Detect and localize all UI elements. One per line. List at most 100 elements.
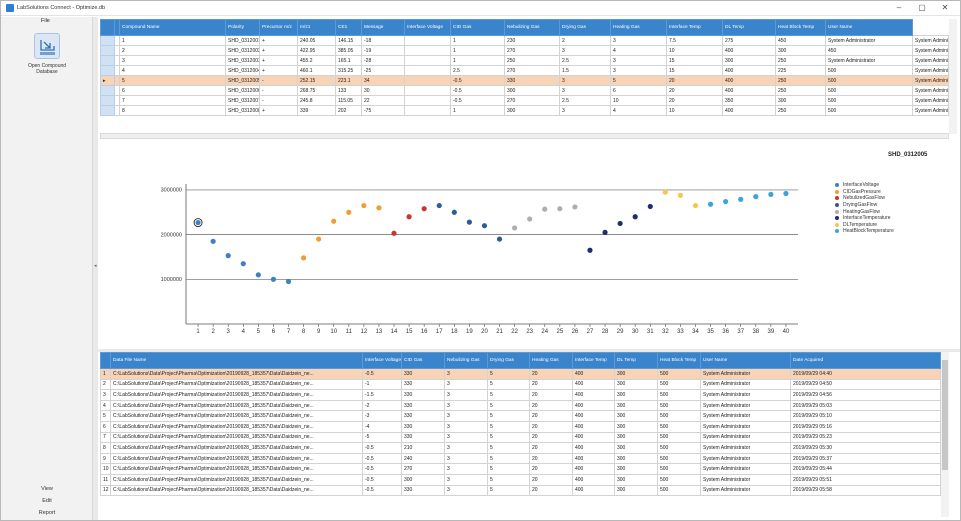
table-cell[interactable]: 330 (401, 420, 445, 433)
data-point[interactable] (481, 223, 488, 229)
table-cell[interactable]: 339 (297, 105, 336, 116)
table-cell[interactable]: -0.5 (362, 473, 402, 486)
horizontal-splitter[interactable] (98, 349, 960, 352)
table-row[interactable]: 3 C:\LabSolutions\Data\Project\Pharma\Opt… (100, 389, 941, 401)
table-cell[interactable]: 250 (775, 85, 826, 96)
table-cell[interactable]: 20 (529, 484, 573, 497)
table-cell[interactable]: -0.5 (450, 75, 505, 86)
data-point[interactable] (300, 255, 307, 261)
table-cell[interactable]: 1 (450, 105, 505, 116)
table-cell[interactable]: 20 (529, 420, 573, 433)
table-cell[interactable]: + (259, 45, 298, 56)
table-cell[interactable]: -19 (361, 45, 405, 56)
table-cell[interactable]: 2.5 (450, 65, 505, 76)
table-cell[interactable]: 1 (450, 55, 505, 66)
table-cell[interactable]: System Administrator (700, 473, 791, 486)
table-cell[interactable]: 20 (529, 442, 573, 454)
row-number[interactable]: 11 (100, 473, 111, 486)
column-header[interactable]: Interface Voltage (362, 352, 402, 369)
table-cell[interactable]: 270 (401, 463, 445, 475)
table-cell[interactable]: 4 (610, 105, 667, 116)
row-number[interactable]: 10 (100, 463, 111, 475)
table-cell[interactable]: 250 (775, 75, 826, 86)
data-point[interactable] (587, 247, 593, 253)
table-cell[interactable]: 133 (335, 85, 362, 96)
table-cell[interactable]: C:\LabSolutions\Data\Project\Pharma\Opti… (110, 463, 363, 475)
table-cell[interactable]: 3 (444, 399, 488, 412)
table-cell[interactable]: 20 (666, 75, 723, 86)
table-cell[interactable]: 5 (610, 75, 667, 86)
table-cell[interactable]: 330 (401, 389, 445, 401)
row-indicator[interactable] (100, 55, 115, 66)
column-header[interactable]: Data File Name (110, 352, 363, 369)
table-cell[interactable]: 34 (361, 75, 405, 86)
table-cell[interactable]: 223.1 (335, 75, 362, 86)
table-cell[interactable]: 20 (529, 389, 573, 401)
table-cell[interactable]: 6 (610, 85, 667, 96)
data-point[interactable] (527, 216, 533, 222)
table-cell[interactable]: 7.5 (666, 35, 723, 46)
table-cell[interactable]: 400 (722, 75, 776, 86)
table-cell[interactable]: 5 (487, 431, 530, 444)
table-cell[interactable]: 500 (657, 368, 701, 380)
table-cell[interactable]: 400 (572, 378, 615, 391)
table-cell[interactable]: 300 (614, 484, 658, 497)
table-cell[interactable]: 210 (401, 442, 445, 454)
table-row[interactable]: 3 SHD_0312003 +455.2 165.1 -28 1 250 2.5 3 15 300 2… (100, 55, 949, 66)
table-cell[interactable]: 4 (610, 45, 667, 56)
row-indicator[interactable] (100, 95, 115, 106)
column-header[interactable]: Drying Gas (487, 352, 530, 369)
results-table-vscrollbar[interactable] (941, 352, 949, 517)
table-cell[interactable]: 460.1 (297, 65, 336, 76)
table-cell[interactable]: SHD_0312001 (225, 35, 260, 46)
table-cell[interactable] (404, 55, 451, 66)
table-cell[interactable]: 500 (657, 399, 701, 412)
table-cell[interactable]: 3 (610, 35, 667, 46)
table-cell[interactable]: 500 (657, 442, 701, 454)
table-cell[interactable]: 330 (401, 378, 445, 391)
table-cell[interactable]: 3 (610, 65, 667, 76)
table-cell[interactable]: 2019/09/29 05:10 (790, 410, 941, 422)
row-indicator[interactable]: ▸ (100, 75, 115, 86)
table-cell[interactable]: 500 (657, 420, 701, 433)
table-cell[interactable]: 2019/09/29 05:58 (790, 484, 941, 497)
table-row[interactable]: 4 C:\LabSolutions\Data\Project\Pharma\Opt… (100, 399, 941, 412)
table-cell[interactable]: -0.5 (450, 85, 505, 96)
table-cell[interactable]: 1.5 (559, 65, 611, 76)
column-header[interactable]: Drying Gas (559, 19, 611, 36)
table-row[interactable]: 1 C:\LabSolutions\Data\Project\Pharma\Opt… (100, 368, 941, 380)
table-cell[interactable]: + (259, 65, 298, 76)
table-cell[interactable]: System Administrator (700, 420, 791, 433)
table-cell[interactable]: C:\LabSolutions\Data\Project\Pharma\Opti… (110, 378, 363, 391)
sidebar-report-button[interactable]: Report (38, 510, 56, 516)
table-cell[interactable]: 270 (504, 95, 560, 106)
data-point[interactable] (270, 276, 277, 282)
table-cell[interactable]: 5 (487, 399, 530, 412)
table-cell[interactable]: 350 (722, 95, 776, 106)
table-cell[interactable]: 300 (614, 473, 658, 486)
data-point[interactable] (255, 272, 261, 278)
table-cell[interactable]: 2.5 (559, 95, 611, 106)
table-cell[interactable]: 5 (487, 452, 530, 465)
table-cell[interactable]: 270 (504, 65, 560, 76)
table-cell[interactable]: System Administrator (825, 55, 913, 66)
data-point[interactable] (285, 278, 292, 285)
column-header[interactable]: Interface Temp (572, 352, 615, 369)
table-cell[interactable]: -0.5 (450, 95, 505, 106)
table-cell[interactable]: 5 (487, 442, 530, 454)
table-row[interactable]: 8 C:\LabSolutions\Data\Project\Pharma\Opt… (100, 442, 941, 454)
user-name-cell[interactable]: System Administrator (912, 45, 949, 56)
table-cell[interactable]: 5 (487, 484, 530, 497)
table-cell[interactable]: 2019/09/29 04:40 (790, 368, 941, 380)
table-cell[interactable]: 300 (614, 399, 658, 412)
table-cell[interactable]: 250 (504, 55, 560, 66)
table-cell[interactable]: 165.1 (335, 55, 362, 66)
table-cell[interactable] (404, 75, 451, 86)
menu-file[interactable]: File (41, 18, 50, 24)
table-cell[interactable]: 20 (529, 410, 573, 422)
row-number[interactable]: 1 (100, 368, 111, 380)
table-cell[interactable]: 2019/09/29 04:56 (790, 389, 941, 401)
table-cell[interactable]: 3 (559, 85, 611, 96)
row-number[interactable]: 2 (100, 378, 111, 391)
data-point[interactable] (391, 230, 397, 236)
